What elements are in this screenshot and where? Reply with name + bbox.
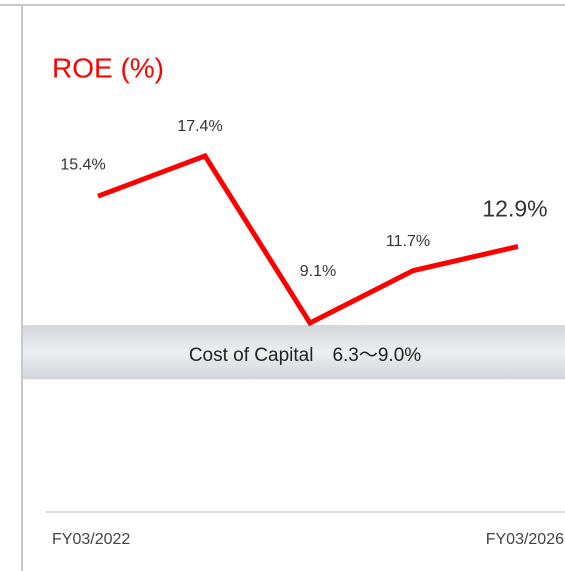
x-tick-label: FY03/2026: [486, 531, 564, 548]
data-label: 17.4%: [177, 118, 222, 135]
chart-title: ROE (%): [52, 52, 164, 83]
data-label: 12.9%: [482, 196, 547, 222]
data-label: 15.4%: [60, 156, 105, 173]
data-label: 11.7%: [386, 233, 430, 250]
roe-line: [97, 152, 519, 327]
data-label: 9.1%: [300, 263, 336, 280]
band-label: Cost of Capital 6.3～9.0%: [189, 345, 421, 366]
x-tick-label: FY03/2022: [52, 531, 130, 548]
cost-of-capital-band: [23, 324, 565, 380]
